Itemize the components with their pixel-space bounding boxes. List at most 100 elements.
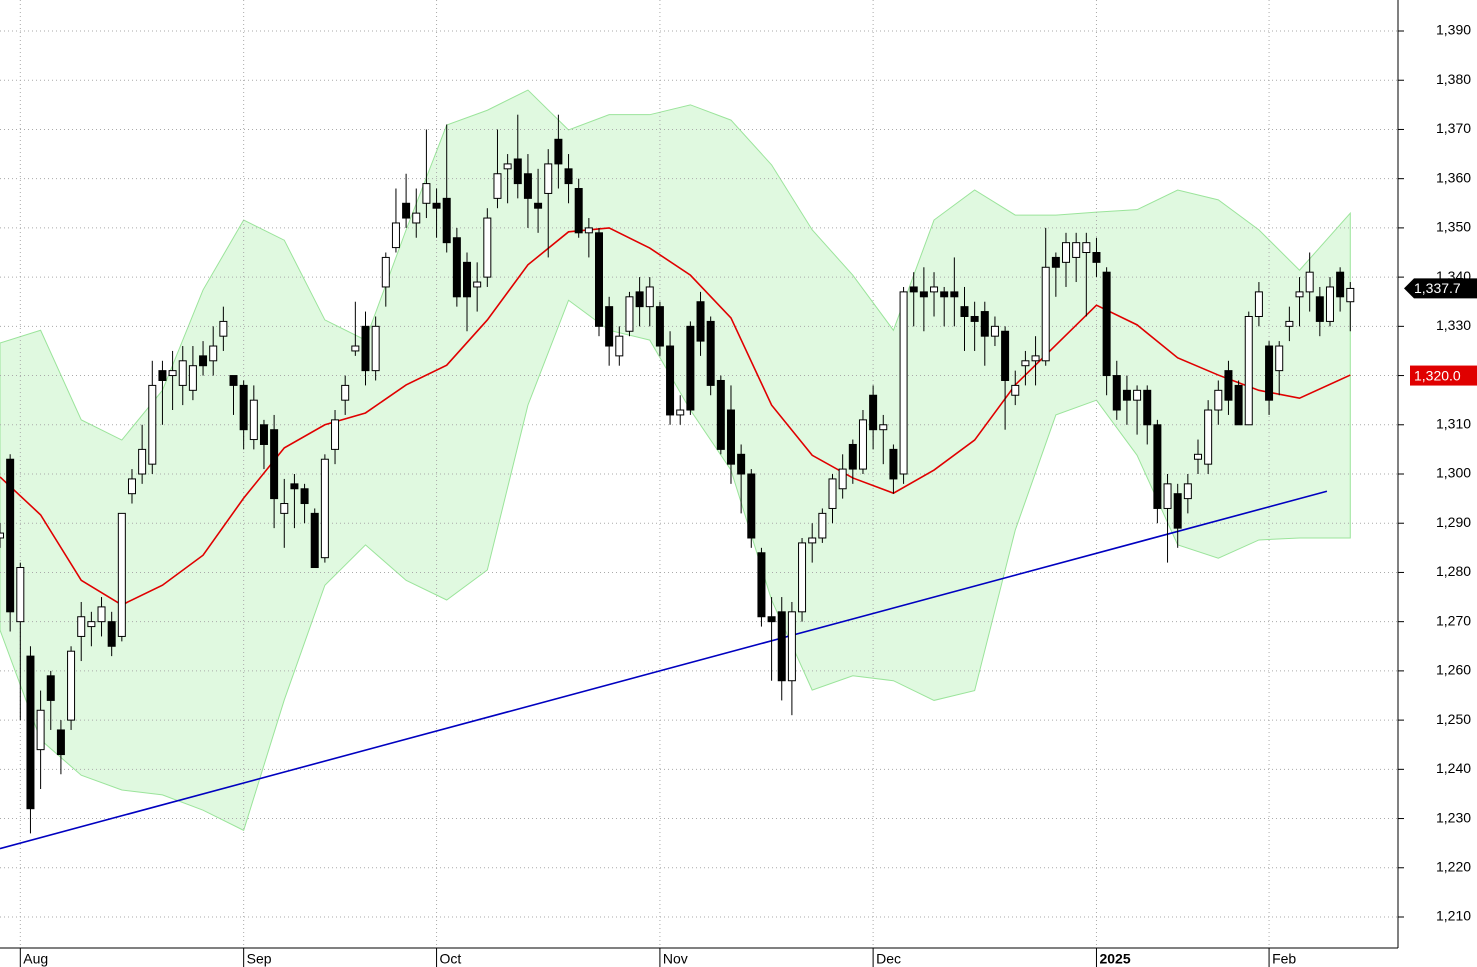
candle-body bbox=[828, 478, 837, 509]
candle-body bbox=[1224, 370, 1233, 401]
candle-body bbox=[56, 729, 65, 756]
candle-body bbox=[594, 232, 603, 327]
candle-body bbox=[442, 197, 451, 244]
candle-body bbox=[371, 325, 380, 372]
candle-body bbox=[1336, 271, 1345, 298]
candle-body bbox=[635, 291, 644, 308]
band-area bbox=[0, 89, 1351, 832]
candle-body bbox=[127, 478, 136, 495]
candle-body bbox=[716, 379, 725, 450]
candle-body bbox=[655, 306, 664, 347]
price-badge bbox=[1404, 278, 1477, 299]
candle-body bbox=[503, 163, 512, 170]
candle-body bbox=[300, 488, 309, 505]
candle-body bbox=[1305, 271, 1314, 293]
candle-body bbox=[767, 616, 776, 623]
candle-body bbox=[798, 542, 807, 613]
candle-body bbox=[1193, 453, 1202, 460]
candle-body bbox=[320, 458, 329, 559]
candle-body bbox=[493, 173, 502, 199]
candle-body bbox=[706, 320, 715, 386]
candle-body bbox=[452, 237, 461, 298]
candle-body bbox=[1173, 493, 1182, 529]
candle-body bbox=[930, 286, 939, 293]
candle-body bbox=[909, 286, 918, 293]
candle-body bbox=[219, 320, 228, 337]
candle-body bbox=[36, 709, 45, 751]
candle-body bbox=[645, 286, 654, 308]
candle-body bbox=[87, 621, 96, 628]
candle-body bbox=[1183, 483, 1192, 500]
candle-body bbox=[188, 365, 197, 391]
candle-body bbox=[381, 256, 390, 288]
candle-body bbox=[686, 325, 695, 411]
candle-body bbox=[422, 183, 431, 204]
candle-body bbox=[138, 448, 147, 475]
candle-body bbox=[1204, 409, 1213, 465]
candle-body bbox=[117, 512, 126, 637]
candle-body bbox=[1315, 296, 1324, 322]
candle-body bbox=[270, 429, 279, 500]
y-tick-label: 1,290 bbox=[1436, 514, 1471, 530]
price-badge bbox=[1410, 365, 1477, 386]
candle-body bbox=[259, 424, 268, 445]
candle-body bbox=[838, 468, 847, 490]
candle-body bbox=[534, 202, 543, 209]
candle-body bbox=[858, 419, 867, 470]
candle-body bbox=[1234, 384, 1243, 426]
candle-body bbox=[1011, 384, 1020, 396]
candle-body bbox=[1082, 242, 1091, 254]
candle-body bbox=[990, 325, 999, 337]
candle-body bbox=[1133, 389, 1142, 401]
candle-body bbox=[584, 227, 593, 234]
candle-body bbox=[46, 675, 55, 701]
candle-body bbox=[899, 291, 908, 475]
candle-body bbox=[1102, 271, 1111, 377]
candle-body bbox=[564, 168, 573, 185]
y-tick-label: 1,330 bbox=[1436, 317, 1471, 333]
candle-body bbox=[331, 419, 340, 450]
x-tick-label: Nov bbox=[663, 951, 688, 967]
candle-body bbox=[391, 222, 400, 249]
candle-body bbox=[310, 512, 319, 569]
candle-body bbox=[1072, 242, 1081, 258]
candle-body bbox=[544, 163, 553, 194]
candle-body bbox=[361, 325, 370, 372]
candle-body bbox=[554, 138, 563, 165]
candle-body bbox=[1122, 389, 1131, 401]
y-tick-label: 1,380 bbox=[1436, 71, 1471, 87]
y-tick-label: 1,250 bbox=[1436, 711, 1471, 727]
candle-body bbox=[1001, 330, 1010, 381]
candle-body bbox=[0, 532, 4, 539]
candle-body bbox=[1062, 242, 1071, 263]
candle-body bbox=[513, 158, 522, 185]
candle-body bbox=[77, 616, 86, 637]
candle-body bbox=[818, 512, 827, 539]
candle-body bbox=[1153, 424, 1162, 509]
candle-body bbox=[1021, 360, 1030, 367]
candle-body bbox=[1254, 291, 1263, 317]
candle-body bbox=[869, 394, 878, 431]
x-tick-label: Aug bbox=[23, 951, 48, 967]
y-tick-label: 1,260 bbox=[1436, 662, 1471, 678]
candle-body bbox=[209, 345, 218, 362]
y-tick-label: 1,300 bbox=[1436, 465, 1471, 481]
candle-body bbox=[290, 483, 299, 490]
candle-body bbox=[757, 552, 766, 618]
price-label: 1,320.0 bbox=[1414, 367, 1461, 383]
candle-body bbox=[747, 473, 756, 539]
candle-body bbox=[483, 217, 492, 278]
candle-body bbox=[249, 399, 258, 441]
candle-body bbox=[199, 355, 208, 367]
candle-body bbox=[676, 409, 685, 416]
candle-body bbox=[473, 281, 482, 288]
price-label: 1,337.7 bbox=[1414, 280, 1461, 296]
candle-body bbox=[97, 606, 106, 623]
moving-average bbox=[0, 227, 1351, 606]
candle-body bbox=[879, 424, 888, 431]
y-tick-label: 1,350 bbox=[1436, 219, 1471, 235]
candle-body bbox=[280, 503, 289, 514]
candle-body bbox=[980, 311, 989, 337]
candle-body bbox=[940, 291, 949, 298]
candle-body bbox=[1285, 320, 1294, 327]
